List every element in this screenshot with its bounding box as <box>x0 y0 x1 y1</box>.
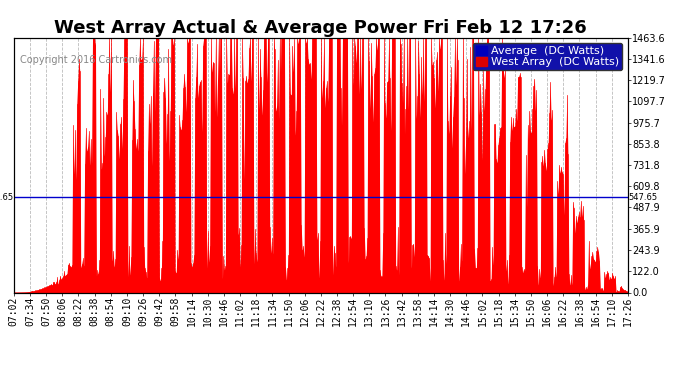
Text: Copyright 2016 Cartronics.com: Copyright 2016 Cartronics.com <box>20 56 172 65</box>
Title: West Array Actual & Average Power Fri Feb 12 17:26: West Array Actual & Average Power Fri Fe… <box>55 20 587 38</box>
Text: 547.65: 547.65 <box>629 193 658 202</box>
Legend: Average  (DC Watts), West Array  (DC Watts): Average (DC Watts), West Array (DC Watts… <box>473 43 622 70</box>
Text: 547.65: 547.65 <box>0 193 13 202</box>
